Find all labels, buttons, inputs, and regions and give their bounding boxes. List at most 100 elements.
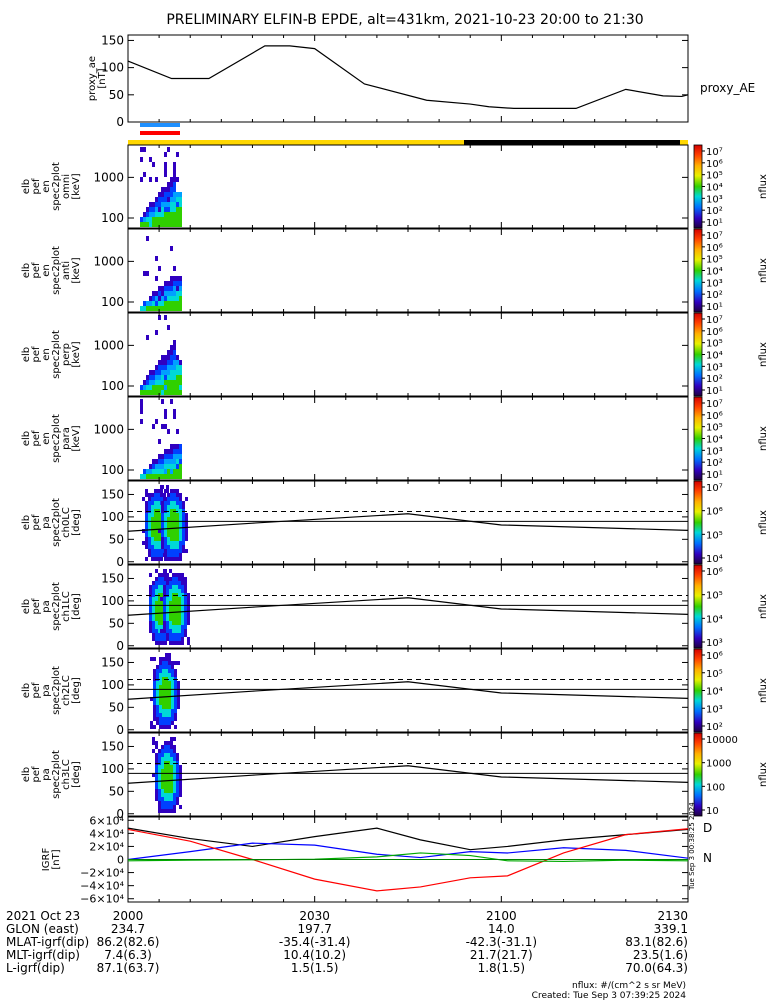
ch1LC-cell <box>158 641 161 645</box>
perp-cell <box>164 315 167 320</box>
ch2LC-cell <box>171 673 174 677</box>
ch1LC-cell <box>166 617 169 621</box>
ch0LC-cell <box>161 545 164 549</box>
omni-cell <box>146 207 149 212</box>
ch0LC-cell <box>173 493 176 497</box>
ch0LC-ylabel: pef <box>31 514 42 531</box>
ch1LC-cell <box>184 617 187 621</box>
ch1LC-cell <box>155 581 158 585</box>
anti-cell <box>170 246 173 251</box>
ch1LC-cell <box>149 617 152 621</box>
ch0LC-cell <box>173 505 176 509</box>
omni-cell <box>158 207 161 212</box>
ch0LC-cell <box>154 513 157 517</box>
ch2LC-colorbar-label: nflux <box>758 678 769 703</box>
ch0LC-cell <box>182 517 185 521</box>
ch2LC-cell <box>177 661 180 665</box>
ch3LC-cell <box>158 805 161 809</box>
perp-cell <box>164 360 167 365</box>
ch1LC-cell <box>163 601 166 605</box>
ch2LC-ylabel: pef <box>31 682 42 699</box>
ch2LC-cell <box>174 717 177 721</box>
ch0LC-colorbar-tick-label: 10⁶ <box>706 507 723 518</box>
para-cell <box>176 429 179 434</box>
ch0LC-cell <box>151 525 154 529</box>
proxy-ae-frame <box>127 34 689 123</box>
ch2LC-cell <box>156 689 159 693</box>
ch0LC-cell <box>161 533 164 537</box>
ch0LC-cell <box>185 533 188 537</box>
ch0LC-cell <box>151 509 154 513</box>
perp-cell <box>158 365 161 370</box>
ch2LC-cell <box>168 665 171 669</box>
anti-colorbar-tick-label: 10² <box>706 290 723 301</box>
ch0LC-cell <box>154 541 157 545</box>
perp-cell <box>146 375 149 380</box>
ch1LC-cell <box>155 597 158 601</box>
ch3LC-cell <box>179 773 182 777</box>
igrf-tick-label: −6×10⁴ <box>80 893 124 906</box>
omni-cell <box>173 177 176 182</box>
ch3LC-cell <box>161 745 164 749</box>
ch1LC-cell <box>184 629 187 633</box>
ch0LC-cell <box>176 545 179 549</box>
ch0LC-colorbar-tick-label: 10⁷ <box>706 483 723 494</box>
para-cell <box>140 399 143 404</box>
ch3LC-cell <box>176 753 179 757</box>
ch1LC-cell <box>149 597 152 601</box>
ch2LC-cell <box>177 705 180 709</box>
ch1LC-cell <box>163 629 166 633</box>
ch2LC-tick-label: 100 <box>101 678 124 692</box>
para-cell <box>173 464 176 469</box>
ch2LC-colorbar-tick-label: 10⁴ <box>706 687 723 698</box>
ch2LC-cell <box>156 701 159 705</box>
ch0LC-cell <box>176 533 179 537</box>
proxy-ae-series-label: proxy_AE <box>700 81 755 95</box>
ch0LC-frame <box>127 480 689 565</box>
ch1LC-cell <box>175 629 178 633</box>
ch3LC-cell <box>170 749 173 753</box>
ch3LC-ylabel: pa <box>41 768 52 780</box>
ch0LC-cell <box>151 557 154 561</box>
ch1LC-cell <box>172 617 175 621</box>
ch1LC-cell <box>158 629 161 633</box>
axis-row-value: 86.2(82.6) <box>97 935 160 949</box>
ch0LC-cell <box>167 517 170 521</box>
anti-cell <box>155 296 158 301</box>
ch1LC-cell <box>166 589 169 593</box>
perp-cell <box>155 370 158 375</box>
ch3LC-cell <box>173 797 176 801</box>
omni-cell <box>167 212 170 217</box>
omni-cell <box>173 162 176 167</box>
perp-cell <box>170 355 173 360</box>
ch2LC-cell <box>165 681 168 685</box>
ch1LC-ylabel: pa <box>41 600 52 612</box>
ch2LC-cell <box>168 677 171 681</box>
ch0LC-cell <box>185 517 188 521</box>
ch0LC-ylabel: ch0LC <box>61 507 72 538</box>
ch0LC-cell <box>179 545 182 549</box>
ch1LC-cell <box>175 573 178 577</box>
footer-units: nflux: #/(cm^2 s sr MeV) <box>572 981 686 991</box>
perp-cell <box>155 390 158 395</box>
ch1LC-cell <box>172 577 175 581</box>
ch2LC-cell <box>165 725 168 729</box>
ch3LC-cell <box>161 773 164 777</box>
ch1LC-cell <box>166 597 169 601</box>
ch3LC-cell <box>161 753 164 757</box>
para-colorbar-tick-label: 10⁶ <box>706 411 723 422</box>
ch0LC-colorbar-label: nflux <box>758 510 769 535</box>
ch1LC-cell <box>155 585 158 589</box>
ch1LC-tick-label: 0 <box>116 639 124 653</box>
ch3LC-cell <box>176 801 179 805</box>
para-cell <box>176 469 179 474</box>
perp-cell <box>167 375 170 380</box>
ch0LC-cell <box>170 493 173 497</box>
perp-tick-label: 100 <box>101 379 124 393</box>
ch0LC-cell <box>164 533 167 537</box>
ch0LC-cell <box>145 517 148 521</box>
ch0LC-cell <box>179 501 182 505</box>
science-zone-bar-end <box>680 140 688 145</box>
ch0LC-cell <box>157 537 160 541</box>
ch0LC-cell <box>148 545 151 549</box>
